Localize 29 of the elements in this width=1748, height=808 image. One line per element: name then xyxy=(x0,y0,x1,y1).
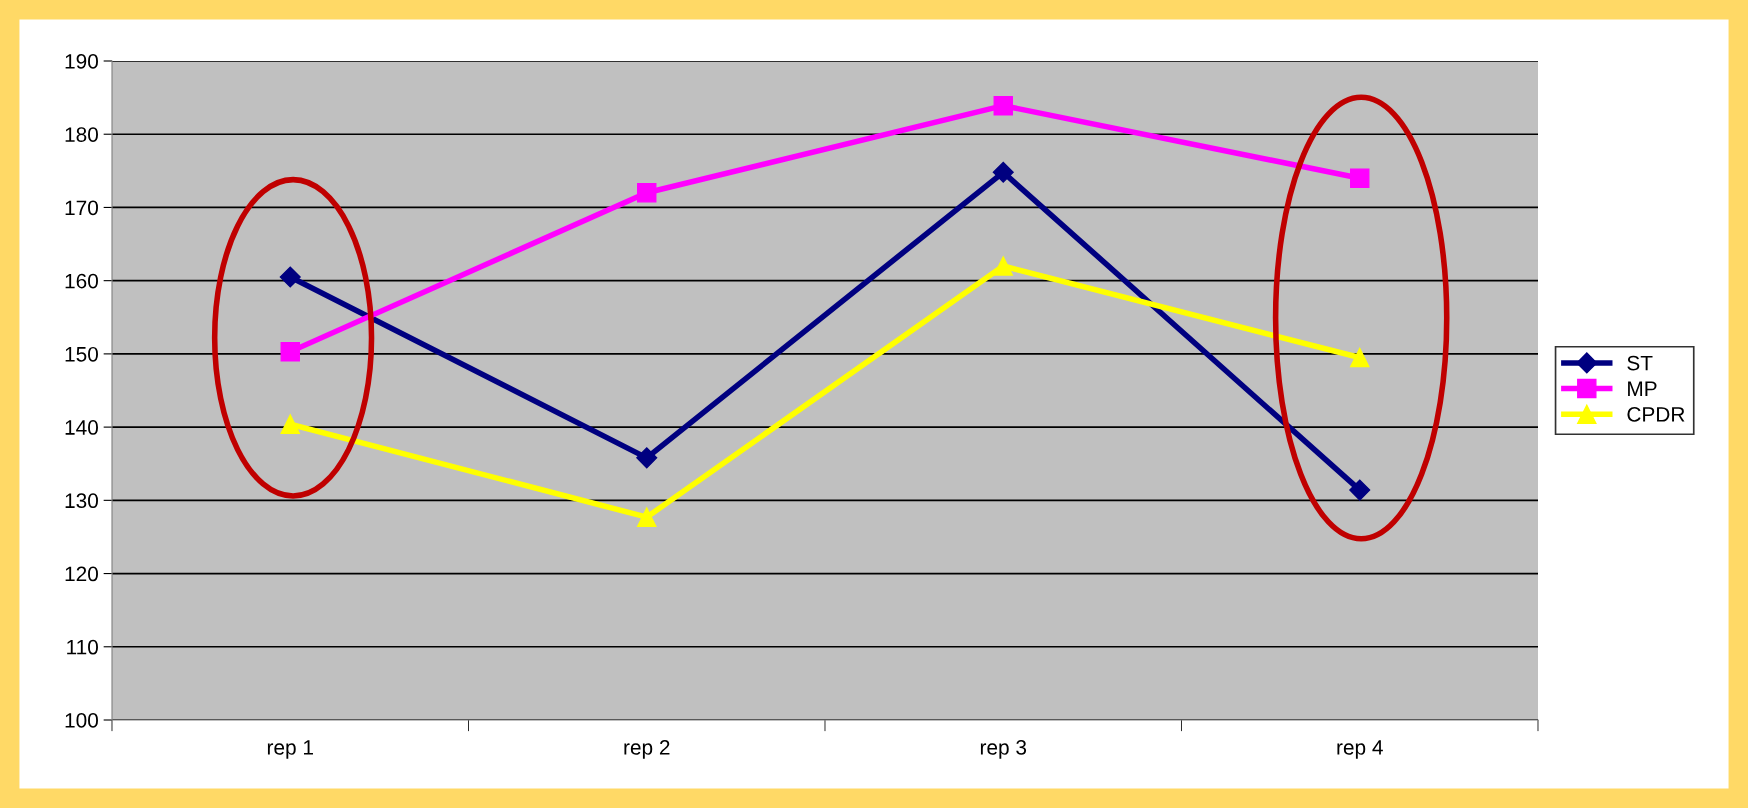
y-tick-label: 170 xyxy=(65,200,98,216)
y-tick-label: 160 xyxy=(65,273,98,289)
x-tick-label: rep 1 xyxy=(267,740,313,759)
point xyxy=(280,341,300,362)
point xyxy=(636,447,658,469)
point xyxy=(637,507,657,527)
y-tick-label: 140 xyxy=(65,420,98,435)
point xyxy=(1350,347,1370,368)
point xyxy=(993,95,1013,116)
y-tick-label: 130 xyxy=(65,493,98,509)
y-tick-label: 150 xyxy=(65,346,98,362)
x-tick-label: rep 3 xyxy=(980,739,1027,759)
x-tick-label: rep 4 xyxy=(1337,740,1383,759)
y-tick-label: 100 xyxy=(65,713,98,728)
point xyxy=(1350,168,1370,188)
x-tick-label: rep 2 xyxy=(624,739,670,759)
point xyxy=(279,266,301,288)
legend-label: MP xyxy=(1628,381,1657,396)
point xyxy=(280,414,300,434)
point xyxy=(992,161,1014,183)
legend-label: ST xyxy=(1627,355,1653,371)
legend-label: CPDR xyxy=(1627,407,1685,422)
point xyxy=(993,256,1013,276)
y-tick-label: 110 xyxy=(67,639,98,655)
y-tick-label: 120 xyxy=(65,566,98,582)
point xyxy=(1349,479,1371,501)
y-tick-label: 180 xyxy=(65,127,98,142)
point xyxy=(637,183,657,203)
y-tick-label: 190 xyxy=(65,54,98,69)
